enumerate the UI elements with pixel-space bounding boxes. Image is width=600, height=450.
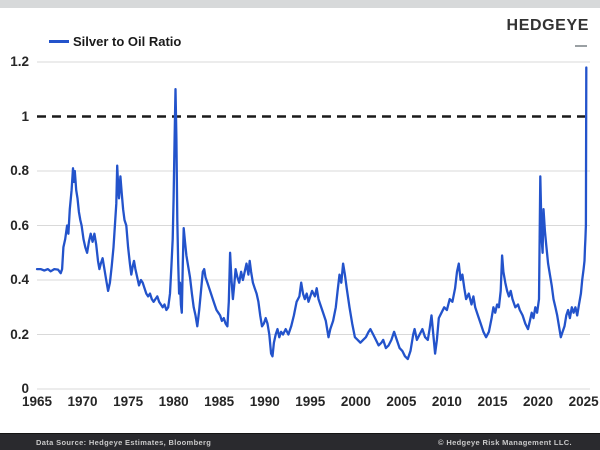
x-tick-label: 2015 <box>477 394 508 409</box>
x-tick-label: 1965 <box>21 394 53 409</box>
x-tick-label: 1995 <box>295 394 326 409</box>
y-tick-label: 0 <box>21 381 29 396</box>
legend-label: Silver to Oil Ratio <box>73 34 182 49</box>
legend-line-swatch <box>49 40 69 43</box>
legend: Silver to Oil Ratio <box>49 34 181 49</box>
series-line-silver-to-oil-ratio <box>35 66 588 361</box>
x-tick-label: 2025 <box>568 394 599 409</box>
y-tick-label: 0.6 <box>10 217 29 233</box>
x-tick-label: 1970 <box>67 394 98 409</box>
x-tick-label: 2010 <box>431 394 462 409</box>
x-tick-label: 1975 <box>113 394 144 409</box>
top-gray-strip <box>0 0 600 8</box>
x-tick-label: 1985 <box>204 394 235 409</box>
x-tick-label: 1980 <box>158 394 189 409</box>
x-tick-label: 2000 <box>340 394 371 409</box>
y-tick-label: 0.8 <box>10 163 29 178</box>
copyright-text: © Hedgeye Risk Management LLC. <box>438 437 572 447</box>
y-tick-label: 1 <box>21 108 29 124</box>
footer-bar: Data Source: Hedgeye Estimates, Bloomber… <box>0 433 600 450</box>
x-tick-label: 2020 <box>523 394 554 409</box>
data-source-text: Data Source: Hedgeye Estimates, Bloomber… <box>36 437 212 447</box>
y-tick-label: 0.4 <box>10 272 29 287</box>
logo-underline <box>575 45 587 47</box>
x-tick-label: 1990 <box>249 394 280 409</box>
hedgeye-logo: HEDGEYE <box>506 17 589 34</box>
y-tick-label: 0.2 <box>10 326 29 342</box>
y-tick-label: 1.2 <box>10 54 29 69</box>
x-tick-label: 2005 <box>386 394 417 409</box>
